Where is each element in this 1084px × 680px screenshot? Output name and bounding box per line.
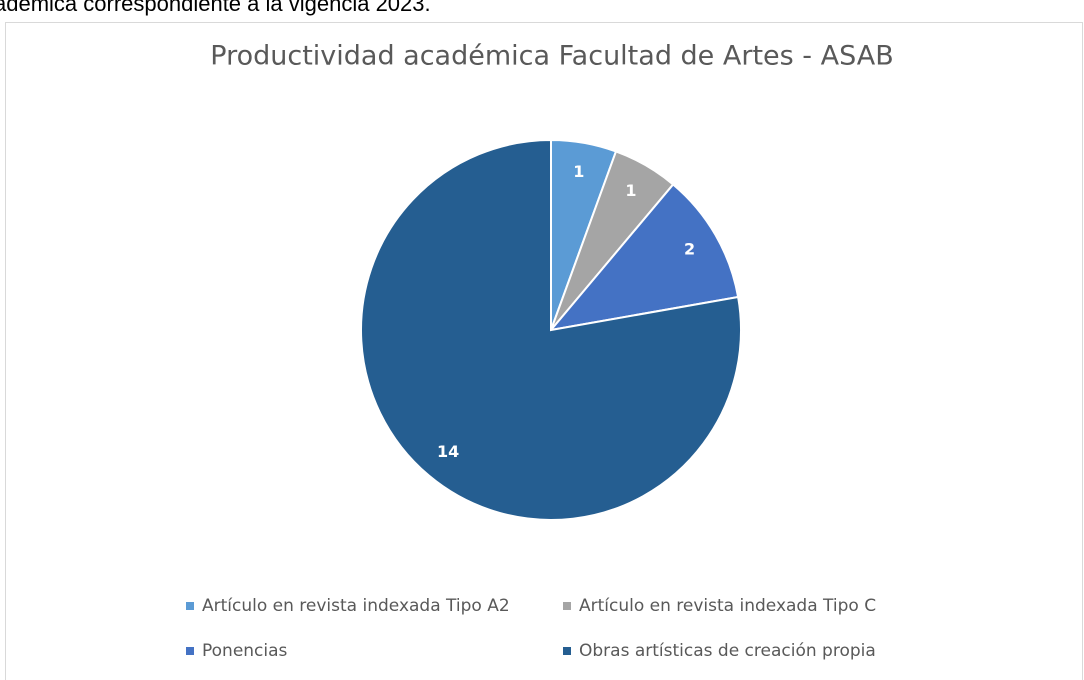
- legend-marker: [563, 647, 571, 655]
- data-label: 14: [437, 442, 459, 461]
- data-label: 1: [573, 162, 584, 181]
- pie-slice: [548, 183, 740, 332]
- legend-marker: [186, 647, 194, 655]
- legend-label: Artículo en revista indexada Tipo A2: [202, 596, 510, 616]
- legend-label: Artículo en revista indexada Tipo C: [579, 596, 876, 616]
- chart-title: Productividad académica Facultad de Arte…: [210, 41, 893, 72]
- pie-slice: [360, 138, 742, 521]
- legend-marker: [563, 602, 571, 610]
- header-text: adémica correspondiente a la vigencia 20…: [0, 0, 431, 16]
- legend-label: Ponencias: [202, 641, 288, 661]
- legend-marker: [186, 602, 194, 610]
- data-label: 1: [625, 181, 636, 200]
- data-label: 2: [684, 240, 695, 259]
- legend-label: Obras artísticas de creación propia: [579, 641, 876, 661]
